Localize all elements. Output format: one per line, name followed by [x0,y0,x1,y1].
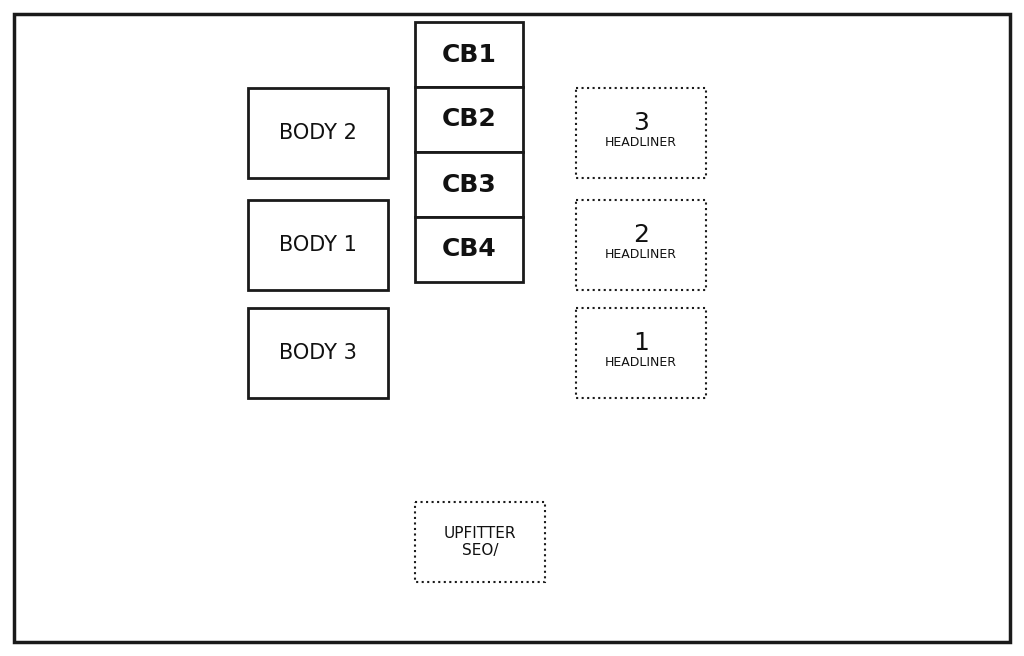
Text: HEADLINER: HEADLINER [605,356,677,369]
Text: CB3: CB3 [441,173,497,197]
Bar [415,87,523,152]
Text: 2: 2 [633,223,649,247]
Text: HEADLINER: HEADLINER [605,136,677,150]
Text: BODY 1: BODY 1 [280,235,357,255]
Text: UPFITTER: UPFITTER [443,525,516,541]
Text: 3: 3 [633,111,649,135]
Text: 1: 1 [633,331,649,355]
Text: CB4: CB4 [441,237,497,262]
Bar [415,502,545,582]
Text: SEO/: SEO/ [462,543,499,558]
Bar [415,217,523,282]
Bar [415,152,523,217]
Bar [575,308,706,398]
Text: BODY 2: BODY 2 [280,123,357,143]
Text: CB2: CB2 [441,108,497,131]
Text: HEADLINER: HEADLINER [605,249,677,261]
Text: BODY 3: BODY 3 [280,343,357,363]
Bar [575,88,706,178]
Bar [575,200,706,290]
Bar [248,308,388,398]
Bar [415,22,523,87]
Bar [248,200,388,290]
Text: CB1: CB1 [441,43,497,66]
Bar [248,88,388,178]
